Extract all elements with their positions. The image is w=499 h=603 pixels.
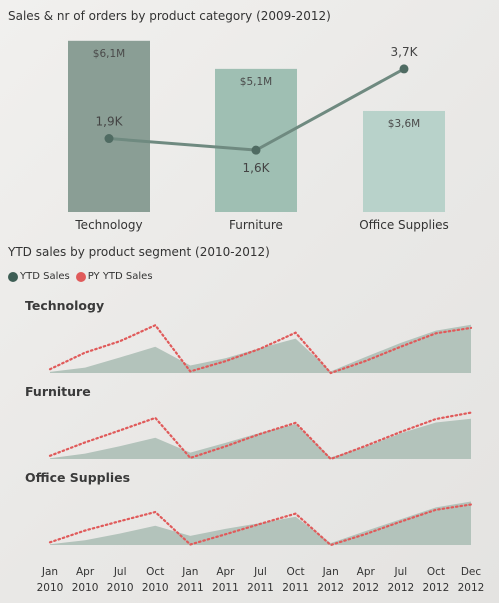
bar-value-label: $5,1M <box>240 76 272 88</box>
bar-value-label: $6,1M <box>93 48 125 60</box>
x-tick-month: Jan <box>41 566 58 578</box>
panel-title: Furniture <box>25 384 91 399</box>
x-tick-month: Jul <box>113 566 127 578</box>
x-tick-month: Oct <box>287 566 305 578</box>
chart-title-sales-orders: Sales & nr of orders by product category… <box>8 9 331 23</box>
x-tick-month: Oct <box>146 566 164 578</box>
legend-marker-ytd <box>8 271 18 282</box>
x-tick-month: Jan <box>181 566 198 578</box>
legend-item-py-ytd[interactable]: PY YTD Sales <box>75 271 153 282</box>
bar-line-chart: $6,1M Technology $5,1M Furniture $3,6M Office… <box>68 40 449 232</box>
x-tick-month: Dec <box>461 566 482 578</box>
x-tick-year: 2010 <box>107 582 134 594</box>
x-tick-year: 2012 <box>387 582 414 594</box>
orders-value-label: 3,7K <box>391 45 419 59</box>
x-tick-month: Oct <box>427 566 445 578</box>
x-tick-year: 2012 <box>317 582 344 594</box>
orders-point-1 <box>251 145 261 155</box>
x-tick-month: Jan <box>322 566 339 578</box>
bar-2 <box>363 110 445 212</box>
x-tick-year: 2011 <box>212 582 239 594</box>
ytd-area-1 <box>50 418 471 459</box>
legend-item-ytd[interactable]: YTD Sales <box>8 271 70 282</box>
x-tick-year: 2010 <box>72 582 99 594</box>
bar-0 <box>68 40 150 212</box>
x-tick-month: Jul <box>253 566 267 578</box>
py-ytd-line-0 <box>48 323 473 375</box>
category-label: Technology <box>74 218 142 232</box>
x-tick-year: 2011 <box>177 582 204 594</box>
x-tick-month: Apr <box>76 566 95 578</box>
panel-title: Technology <box>25 298 104 313</box>
orders-value-label: 1,9K <box>96 115 124 129</box>
x-tick-year: 2012 <box>458 582 485 594</box>
category-label: Office Supplies <box>359 218 449 232</box>
x-tick-year: 2011 <box>247 582 274 594</box>
orders-value-label: 1,6K <box>243 161 271 175</box>
x-tick-month: Jul <box>393 566 407 578</box>
panel-title: Office Supplies <box>25 470 130 485</box>
x-tick-month: Apr <box>216 566 235 578</box>
x-tick-year: 2011 <box>282 582 309 594</box>
orders-point-2 <box>399 64 409 74</box>
x-tick-year: 2012 <box>423 582 450 594</box>
orders-point-0 <box>104 134 114 144</box>
x-tick-month: Apr <box>357 566 376 578</box>
bar-1 <box>215 68 297 212</box>
legend-marker-py-ytd <box>75 271 86 282</box>
legend: YTD Sales PY YTD Sales <box>8 271 157 282</box>
chart-title-ytd-sales: YTD sales by product segment (2010-2012) <box>8 245 270 259</box>
x-tick-year: 2012 <box>352 582 379 594</box>
bar-value-label: $3,6M <box>388 118 420 130</box>
legend-label-ytd: YTD Sales <box>20 271 70 282</box>
legend-label-py-ytd: PY YTD Sales <box>87 271 153 282</box>
py-ytd-line-2 <box>48 503 473 547</box>
py-ytd-line-1 <box>48 411 473 461</box>
x-tick-year: 2010 <box>142 582 169 594</box>
x-tick-year: 2010 <box>37 582 64 594</box>
category-label: Furniture <box>229 218 283 232</box>
ytd-area-0 <box>50 324 471 373</box>
